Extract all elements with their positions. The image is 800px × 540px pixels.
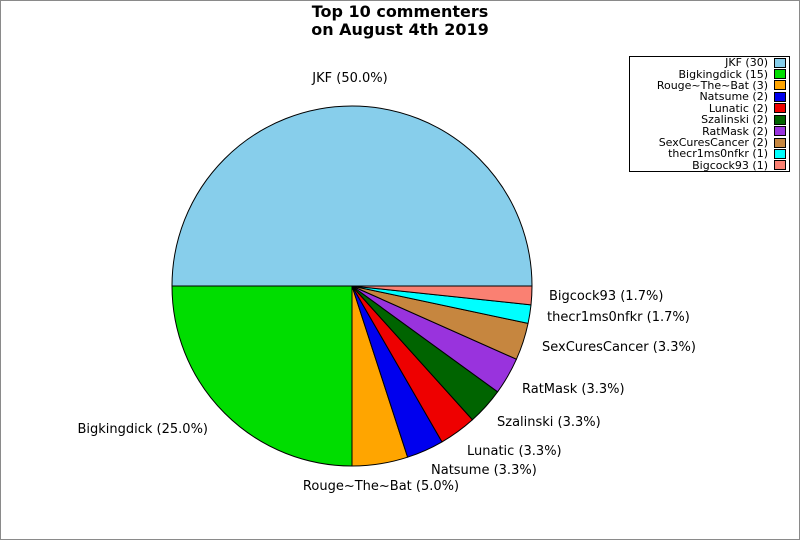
legend-entry: thecr1ms0nfkr (1) (630, 148, 789, 159)
legend-entry-label: Szalinski (2) (701, 113, 768, 127)
legend-entry: Bigcock93 (1) (630, 160, 789, 171)
pie-slice-bigcock93 (351, 285, 533, 306)
legend-entry-label: thecr1ms0nfkr (1) (668, 147, 768, 161)
legend-entry: Natsume (2) (630, 91, 789, 102)
legend-color-swatch (774, 91, 786, 102)
legend-color-swatch (774, 103, 786, 114)
legend-entry-label: Lunatic (2) (708, 101, 768, 115)
chart-title-line2: on August 4th 2019 (311, 20, 489, 39)
legend-entry: Lunatic (2) (630, 103, 789, 114)
legend-color-swatch (774, 126, 786, 137)
chart-legend: JKF (30) Bigkingdick (15) Rouge~The~Bat (3… (629, 56, 790, 172)
legend-entry-label: Rouge~The~Bat (3) (656, 78, 768, 92)
legend-entry-label: Natsume (2) (699, 90, 768, 104)
legend-entry: RatMask (2) (630, 124, 789, 138)
legend-color-swatch (774, 160, 786, 171)
legend-color-swatch (774, 57, 786, 68)
legend-entry-label: RatMask (2) (702, 124, 768, 138)
legend-entry: JKF (30) (630, 57, 789, 68)
slice-label-rouge-the-bat: Rouge~The~Bat (5.0%) (302, 479, 460, 494)
legend-entry: Bigkingdick (15) (630, 67, 789, 81)
chart-title: Top 10 commenters on August 4th 2019 (1, 3, 799, 39)
slice-label-ratmask: RatMask (3.3%) (522, 382, 625, 397)
chart-title-line1: Top 10 commenters (311, 2, 489, 21)
legend-color-swatch (774, 114, 786, 125)
slice-label-natsume: Natsume (3.3%) (431, 463, 537, 478)
slice-label-lunatic: Lunatic (3.3%) (467, 444, 562, 459)
legend-color-swatch (774, 137, 786, 148)
slice-label-bigcock93: Bigcock93 (1.7%) (549, 289, 664, 304)
pie-slice-bigkingdick (171, 285, 353, 467)
legend-color-swatch (774, 80, 786, 91)
slice-label-bigkingdick: Bigkingdick (25.0%) (77, 422, 208, 437)
slice-label-szalinski: Szalinski (3.3%) (497, 415, 601, 430)
legend-entry: Rouge~The~Bat (3) (630, 80, 789, 91)
slice-label-jkf: JKF (50.0%) (312, 71, 388, 86)
legend-entry-label: Bigcock93 (1) (692, 158, 768, 172)
slice-label-sexcurescancer: SexCuresCancer (3.3%) (542, 340, 696, 355)
legend-entry-label: Bigkingdick (15) (678, 67, 769, 81)
legend-color-swatch (774, 148, 786, 159)
legend-entry-label: SexCuresCancer (2) (658, 136, 768, 150)
slice-label-thecr1ms0nfkr: thecr1ms0nfkr (1.7%) (547, 310, 690, 325)
legend-entry-label: JKF (30) (725, 56, 768, 70)
legend-entry: Szalinski (2) (630, 114, 789, 125)
legend-entry: SexCuresCancer (2) (630, 137, 789, 148)
pie-slice-jkf (171, 105, 533, 287)
legend-color-swatch (774, 69, 786, 80)
